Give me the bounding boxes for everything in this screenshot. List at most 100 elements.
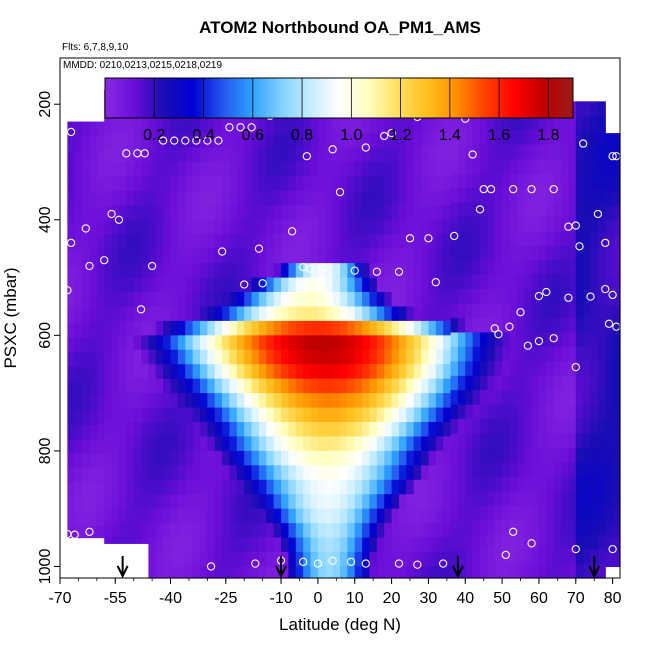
- heat-cell: [141, 133, 150, 149]
- heat-cell: [369, 422, 378, 438]
- heat-cell: [229, 450, 238, 466]
- heat-cell: [332, 523, 341, 539]
- heat-cell: [494, 318, 503, 334]
- heat-cell: [200, 407, 208, 423]
- heat-cell: [406, 479, 415, 495]
- heat-cell: [354, 248, 363, 264]
- heat-cell: [354, 118, 363, 134]
- heat-cell: [258, 248, 267, 264]
- heat-cell: [472, 144, 481, 160]
- heat-cell: [340, 523, 348, 539]
- heat-cell: [170, 407, 179, 423]
- heat-cell: [531, 563, 540, 579]
- heat-cell: [163, 566, 172, 579]
- heat-cell: [303, 176, 312, 192]
- heat-cell: [288, 292, 297, 308]
- heat-cell: [295, 407, 304, 423]
- heat-cell: [435, 393, 444, 409]
- heat-cell: [89, 439, 98, 455]
- heat-cell: [406, 147, 415, 163]
- heat-cell: [421, 306, 430, 322]
- heat-cell: [450, 433, 459, 449]
- heat-cell: [325, 234, 334, 250]
- heat-cell: [590, 390, 599, 406]
- heat-cell: [435, 523, 444, 539]
- heat-cell: [487, 448, 496, 464]
- heat-cell: [251, 378, 260, 394]
- heat-cell: [428, 118, 437, 134]
- heat-cell: [546, 390, 555, 406]
- heat-cell: [516, 159, 525, 175]
- heat-cell: [251, 508, 260, 524]
- heat-cell: [288, 349, 297, 365]
- heat-cell: [583, 476, 592, 492]
- heat-cell: [133, 263, 142, 279]
- heat-cell: [177, 190, 186, 206]
- heat-cell: [155, 190, 164, 206]
- heat-cell: [288, 320, 297, 336]
- heat-cell: [133, 176, 142, 192]
- heat-cell: [384, 349, 393, 365]
- heat-cell: [273, 537, 282, 553]
- heat-cell: [74, 424, 83, 440]
- heat-cell: [214, 393, 223, 409]
- heat-cell: [428, 523, 437, 539]
- sample-point: [251, 559, 260, 568]
- heat-cell: [502, 390, 511, 406]
- x-tick-label: 10: [346, 590, 364, 607]
- heat-cell: [67, 453, 76, 469]
- sample-point: [468, 150, 477, 159]
- heat-cell: [597, 303, 606, 319]
- heat-cell: [465, 476, 474, 492]
- heat-cell: [310, 263, 319, 279]
- heat-cell: [516, 289, 525, 305]
- heat-cell: [281, 436, 290, 452]
- heat-cell: [612, 436, 621, 452]
- heat-cell: [214, 133, 223, 149]
- heat-cell: [487, 433, 496, 449]
- heat-cell: [229, 320, 238, 336]
- heat-cell: [207, 292, 216, 308]
- heat-cell: [222, 176, 231, 192]
- heat-cell: [141, 378, 150, 394]
- heat-cell: [148, 320, 157, 336]
- heat-cell: [354, 494, 363, 510]
- heat-cell: [281, 277, 290, 293]
- heat-cell: [531, 361, 540, 377]
- heat-cell: [612, 277, 621, 293]
- heat-cell: [273, 407, 282, 423]
- heat-cell: [82, 511, 91, 527]
- heat-cell: [457, 390, 466, 406]
- heat-cell: [258, 277, 267, 293]
- heat-cell: [575, 202, 584, 218]
- heat-cell: [605, 552, 614, 568]
- heat-cell: [244, 450, 253, 466]
- heat-cell: [200, 292, 208, 308]
- heat-cell: [465, 289, 474, 305]
- heat-cell: [435, 364, 444, 380]
- heat-cell: [561, 245, 570, 261]
- heat-cell: [524, 462, 533, 478]
- heat-cell: [258, 306, 267, 322]
- heat-cell: [118, 335, 127, 351]
- heat-cell: [391, 364, 400, 380]
- heat-cell: [561, 390, 570, 406]
- heat-cell: [288, 335, 297, 351]
- heat-cell: [575, 476, 584, 492]
- heat-cell: [465, 520, 474, 536]
- heat-cell: [516, 419, 525, 435]
- heat-cell: [597, 419, 606, 435]
- heat-cell: [236, 479, 245, 495]
- heat-cell: [590, 346, 599, 362]
- heat-cell: [200, 494, 208, 510]
- heat-cell: [590, 433, 599, 449]
- heat-cell: [214, 465, 223, 481]
- heat-cell: [465, 159, 474, 175]
- heat-cell: [104, 407, 113, 423]
- heat-cell: [480, 144, 488, 160]
- heat-cell: [185, 335, 194, 351]
- heat-cell: [273, 436, 282, 452]
- heat-cell: [406, 335, 415, 351]
- heat-cell: [96, 266, 105, 282]
- heat-cell: [553, 318, 562, 334]
